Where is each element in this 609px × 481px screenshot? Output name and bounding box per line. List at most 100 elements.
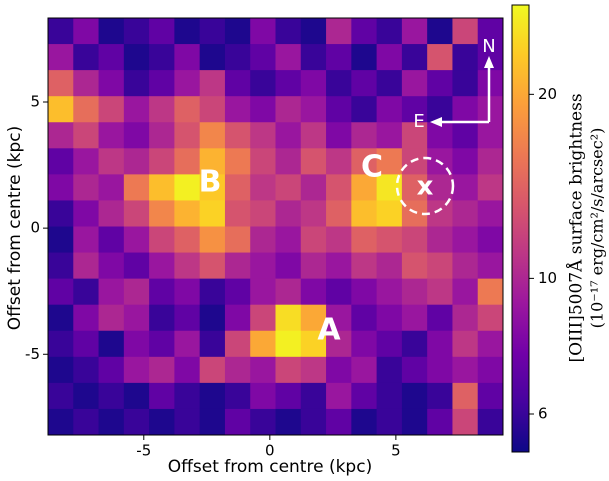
y-tick-label: 5 bbox=[30, 93, 40, 111]
heatmap-cell bbox=[98, 18, 125, 45]
heatmap-cell bbox=[376, 96, 403, 123]
heatmap-cell bbox=[98, 356, 125, 384]
heatmap-cell bbox=[351, 330, 378, 358]
y-tick-label: -5 bbox=[25, 345, 40, 363]
heatmap-cell bbox=[174, 96, 201, 123]
heatmap-cell bbox=[250, 174, 276, 201]
heatmap-cell bbox=[401, 330, 428, 358]
heatmap-cell bbox=[376, 330, 403, 358]
heatmap-cell bbox=[300, 174, 327, 201]
heatmap-cell bbox=[123, 200, 150, 227]
heatmap-cell bbox=[351, 122, 378, 149]
heatmap-cell bbox=[73, 70, 100, 97]
colorbar-tick-label: 6 bbox=[538, 405, 548, 423]
heatmap-cell bbox=[250, 382, 276, 410]
heatmap-cell bbox=[275, 356, 302, 384]
heatmap-cell bbox=[98, 226, 125, 254]
heatmap-cell bbox=[73, 304, 100, 332]
heatmap-cell bbox=[401, 408, 428, 436]
heatmap-cell bbox=[250, 408, 276, 436]
heatmap-cell bbox=[149, 408, 175, 436]
heatmap-cell bbox=[149, 44, 175, 71]
heatmap-cell bbox=[250, 148, 276, 175]
heatmap-cell bbox=[452, 44, 479, 71]
colorbar-label: [OIII]5007Å surface brightness bbox=[566, 93, 587, 362]
heatmap-cell bbox=[48, 70, 74, 97]
heatmap-cell bbox=[326, 174, 352, 201]
heatmap-cell bbox=[123, 122, 150, 149]
heatmap-cell bbox=[48, 382, 74, 410]
heatmap-cell bbox=[149, 304, 175, 332]
heatmap-cell bbox=[73, 408, 100, 436]
heatmap-cell bbox=[300, 122, 327, 149]
heatmap-cell bbox=[224, 330, 251, 358]
heatmap-cell bbox=[199, 70, 226, 97]
heatmap-cell bbox=[275, 174, 302, 201]
heatmap-cell bbox=[326, 226, 352, 254]
heatmap-cell bbox=[351, 18, 378, 45]
heatmap-cell bbox=[149, 148, 175, 175]
x-tick-label: 5 bbox=[391, 442, 401, 460]
heatmap-cell bbox=[123, 330, 150, 358]
heatmap-cell bbox=[48, 18, 74, 45]
heatmap-cell bbox=[351, 200, 378, 227]
heatmap-cell bbox=[73, 148, 100, 175]
heatmap-cell bbox=[376, 408, 403, 436]
heatmap-cell bbox=[199, 122, 226, 149]
heatmap-cell bbox=[452, 148, 479, 175]
heatmap-cell bbox=[224, 252, 251, 280]
heatmap-cell bbox=[174, 382, 201, 410]
heatmap-cell bbox=[477, 278, 504, 306]
heatmap-cell bbox=[250, 70, 276, 97]
heatmap-cell bbox=[275, 252, 302, 280]
heatmap-cell bbox=[401, 304, 428, 332]
heatmap-cell bbox=[376, 122, 403, 149]
heatmap-cell bbox=[123, 44, 150, 71]
heatmap-cell bbox=[401, 70, 428, 97]
heatmap-cell bbox=[275, 122, 302, 149]
heatmap-cell bbox=[73, 278, 100, 306]
heatmap-cell bbox=[477, 356, 504, 384]
heatmap-cell bbox=[452, 70, 479, 97]
y-axis-label: Offset from centre (kpc) bbox=[5, 126, 25, 330]
heatmap-cell bbox=[401, 44, 428, 71]
heatmap-cell bbox=[275, 70, 302, 97]
heatmap-cell bbox=[73, 356, 100, 384]
heatmap-cell bbox=[224, 122, 251, 149]
heatmap-cell bbox=[452, 96, 479, 123]
heatmap-cell bbox=[326, 96, 352, 123]
heatmap-cell bbox=[300, 200, 327, 227]
heatmap-cell bbox=[48, 278, 74, 306]
heatmap-cell bbox=[149, 174, 175, 201]
heatmap-cell bbox=[427, 356, 453, 384]
heatmap-cell bbox=[452, 304, 479, 332]
heatmap-cell bbox=[351, 356, 378, 384]
y-tick-label: 0 bbox=[30, 219, 40, 237]
heatmap-cell bbox=[123, 278, 150, 306]
heatmap-cell bbox=[224, 408, 251, 436]
heatmap-cell bbox=[376, 200, 403, 227]
heatmap-cell bbox=[376, 304, 403, 332]
heatmap-cell bbox=[174, 70, 201, 97]
heatmap-cell bbox=[452, 252, 479, 280]
heatmap-cell bbox=[224, 278, 251, 306]
heatmap-cell bbox=[326, 304, 352, 332]
heatmap-cell bbox=[401, 252, 428, 280]
heatmap-cell bbox=[427, 122, 453, 149]
heatmap-cell bbox=[98, 304, 125, 332]
plot-frame bbox=[47, 17, 504, 436]
heatmap-cell bbox=[48, 252, 74, 280]
heatmap-cell bbox=[275, 330, 302, 358]
heatmap-cell bbox=[275, 18, 302, 45]
annotation: A bbox=[317, 313, 341, 348]
heatmap-cell bbox=[376, 70, 403, 97]
heatmap-cell bbox=[326, 122, 352, 149]
heatmap-cell bbox=[149, 278, 175, 306]
heatmap-cell bbox=[427, 252, 453, 280]
heatmap-cell bbox=[427, 18, 453, 45]
x-axis-label: Offset from centre (kpc) bbox=[168, 457, 372, 477]
heatmap-cell bbox=[275, 44, 302, 71]
heatmap-cell bbox=[300, 408, 327, 436]
heatmap-cell bbox=[98, 408, 125, 436]
